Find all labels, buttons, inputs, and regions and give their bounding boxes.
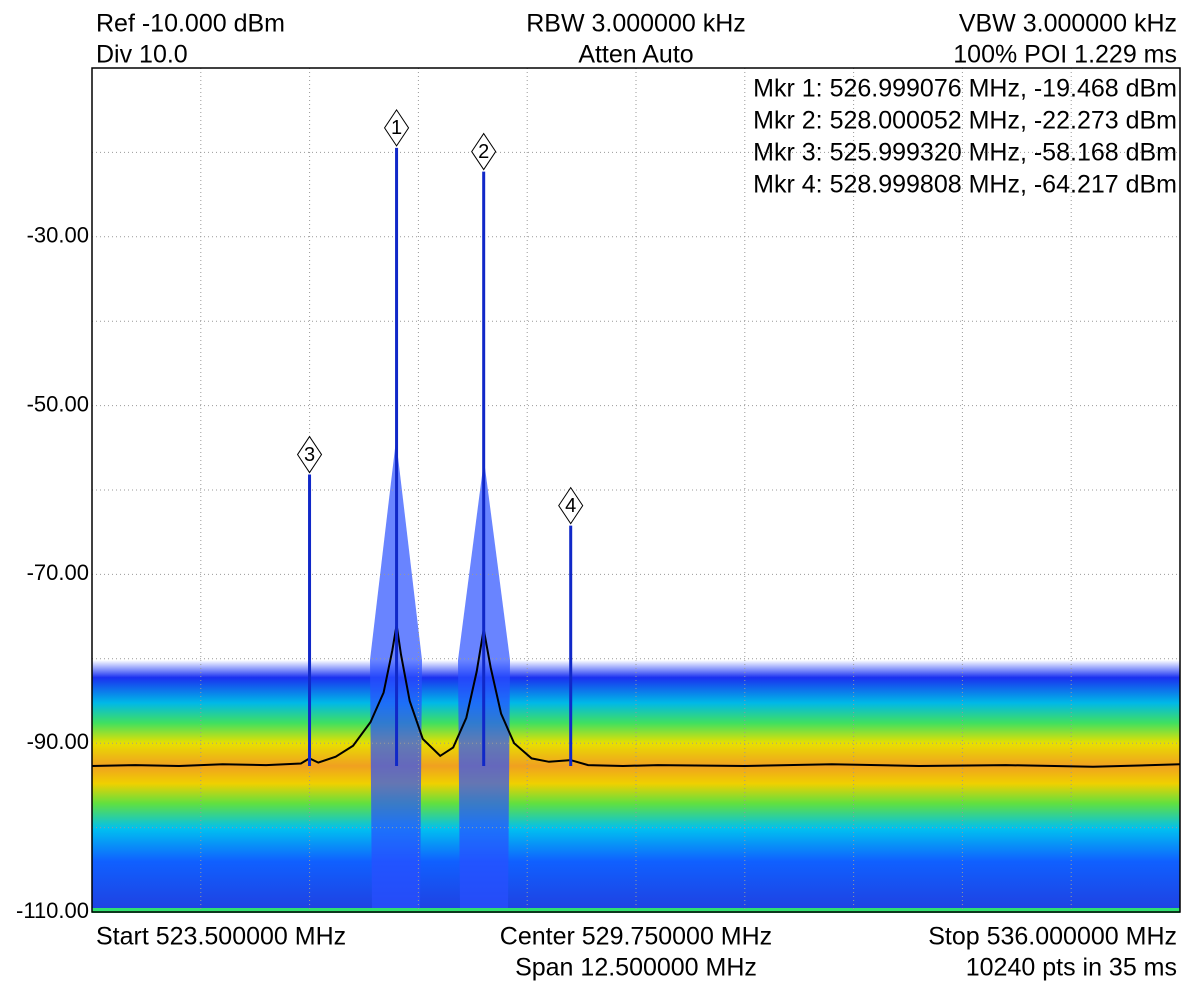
marker-number: 1	[391, 117, 402, 139]
marker-number: 4	[565, 495, 576, 517]
stop-freq: Stop 536.000000 MHz	[928, 923, 1177, 951]
atten: Atten Auto	[578, 41, 693, 69]
y-tick-label: -90.00	[27, 729, 89, 754]
marker-number: 3	[304, 444, 315, 466]
persistence-band	[92, 660, 1180, 912]
marker-diamond	[383, 109, 410, 147]
marker-readout: Mkr 4: 528.999808 MHz, -64.217 dBm	[753, 171, 1177, 199]
marks: 1 2 3 4	[91, 109, 1181, 768]
rbw: RBW 3.000000 kHz	[526, 10, 746, 38]
y-tick-label: -70.00	[27, 560, 89, 585]
sweep-points: 10240 pts in 35 ms	[966, 954, 1177, 982]
vbw: VBW 3.000000 kHz	[959, 10, 1177, 38]
poi: 100% POI 1.229 ms	[953, 41, 1177, 69]
marker-number: 2	[478, 141, 489, 163]
ref-level: Ref -10.000 dBm	[96, 10, 285, 38]
marker-readout: Mkr 2: 528.000052 MHz, -22.273 dBm	[753, 107, 1177, 135]
floor-line	[92, 908, 1180, 913]
start-freq: Start 523.500000 MHz	[96, 923, 346, 951]
plot-frame	[91, 67, 1181, 913]
div: Div 10.0	[96, 41, 188, 69]
y-tick-label: -110.00	[16, 898, 89, 923]
marker-readout: Mkr 3: 525.999320 MHz, -58.168 dBm	[753, 139, 1177, 167]
y-tick-label: -50.00	[27, 391, 89, 416]
y-tick-label: -30.00	[27, 223, 89, 248]
marker-diamond	[558, 486, 584, 525]
center-freq: Center 529.750000 MHz	[500, 923, 772, 951]
marker-diamond	[296, 435, 323, 474]
marker-diamond	[471, 132, 497, 171]
marker-readout: Mkr 1: 526.999076 MHz, -19.468 dBm	[753, 75, 1177, 103]
span: Span 12.500000 MHz	[515, 954, 757, 982]
